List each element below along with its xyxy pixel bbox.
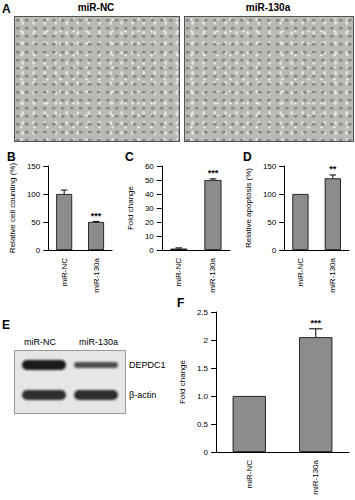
svg-text:1.0: 1.0: [197, 392, 209, 401]
svg-text:miR-130a: miR-130a: [328, 257, 337, 292]
svg-text:2.5: 2.5: [197, 308, 209, 317]
svg-text:0: 0: [204, 448, 209, 457]
svg-text:0: 0: [149, 246, 154, 255]
html-text:β-actin: β-actin: [129, 390, 157, 400]
svg-text:0: 0: [272, 246, 277, 255]
svg-text:B: B: [7, 150, 16, 164]
svg-text:100: 100: [27, 190, 41, 199]
svg-text:50: 50: [31, 218, 40, 227]
svg-text:C: C: [125, 150, 134, 164]
svg-text:10: 10: [145, 232, 154, 241]
svg-text:**: **: [329, 164, 337, 174]
html-text:miR-130a: miR-130a: [79, 337, 118, 347]
svg-text:20: 20: [145, 218, 154, 227]
svg-text:2: 2: [204, 336, 209, 345]
svg-text:Relative apoptosis (%): Relative apoptosis (%): [244, 168, 253, 248]
svg-text:miR-NC: miR-NC: [245, 460, 254, 489]
svg-text:1.5: 1.5: [197, 364, 209, 373]
svg-text:miR-NC: miR-NC: [174, 258, 183, 287]
svg-text:100: 100: [263, 190, 277, 199]
svg-text:150: 150: [263, 162, 277, 171]
svg-text:miR-NC: miR-NC: [296, 258, 305, 287]
svg-text:D: D: [243, 150, 252, 164]
svg-text:Fold change: Fold change: [126, 185, 135, 230]
svg-text:40: 40: [145, 190, 154, 199]
svg-text:60: 60: [145, 162, 154, 171]
html-text:A: A: [2, 2, 11, 16]
svg-text:150: 150: [27, 162, 41, 171]
html-text:DEPDC1: DEPDC1: [129, 360, 166, 370]
svg-text:F: F: [177, 296, 184, 310]
svg-text:Fold change: Fold change: [178, 359, 187, 404]
svg-text:miR-NC: miR-NC: [60, 258, 69, 287]
svg-text:50: 50: [145, 176, 154, 185]
svg-text:0.5: 0.5: [197, 420, 209, 429]
svg-text:miR-130a: miR-130a: [92, 257, 101, 292]
svg-text:0: 0: [36, 246, 41, 255]
svg-text:***: ***: [310, 318, 321, 328]
svg-text:miR-130a: miR-130a: [311, 459, 320, 494]
html-text:miR-130a: miR-130a: [245, 2, 291, 13]
svg-text:50: 50: [267, 218, 276, 227]
svg-text:Relative cell counting (%): Relative cell counting (%): [8, 163, 17, 254]
svg-text:***: ***: [91, 211, 102, 221]
svg-text:***: ***: [208, 168, 219, 178]
svg-text:miR-130a: miR-130a: [208, 257, 217, 292]
html-text:miR-NC: miR-NC: [77, 2, 115, 13]
svg-text:30: 30: [145, 204, 154, 213]
html-text:E: E: [2, 318, 10, 332]
html-text:miR-NC: miR-NC: [24, 337, 56, 347]
